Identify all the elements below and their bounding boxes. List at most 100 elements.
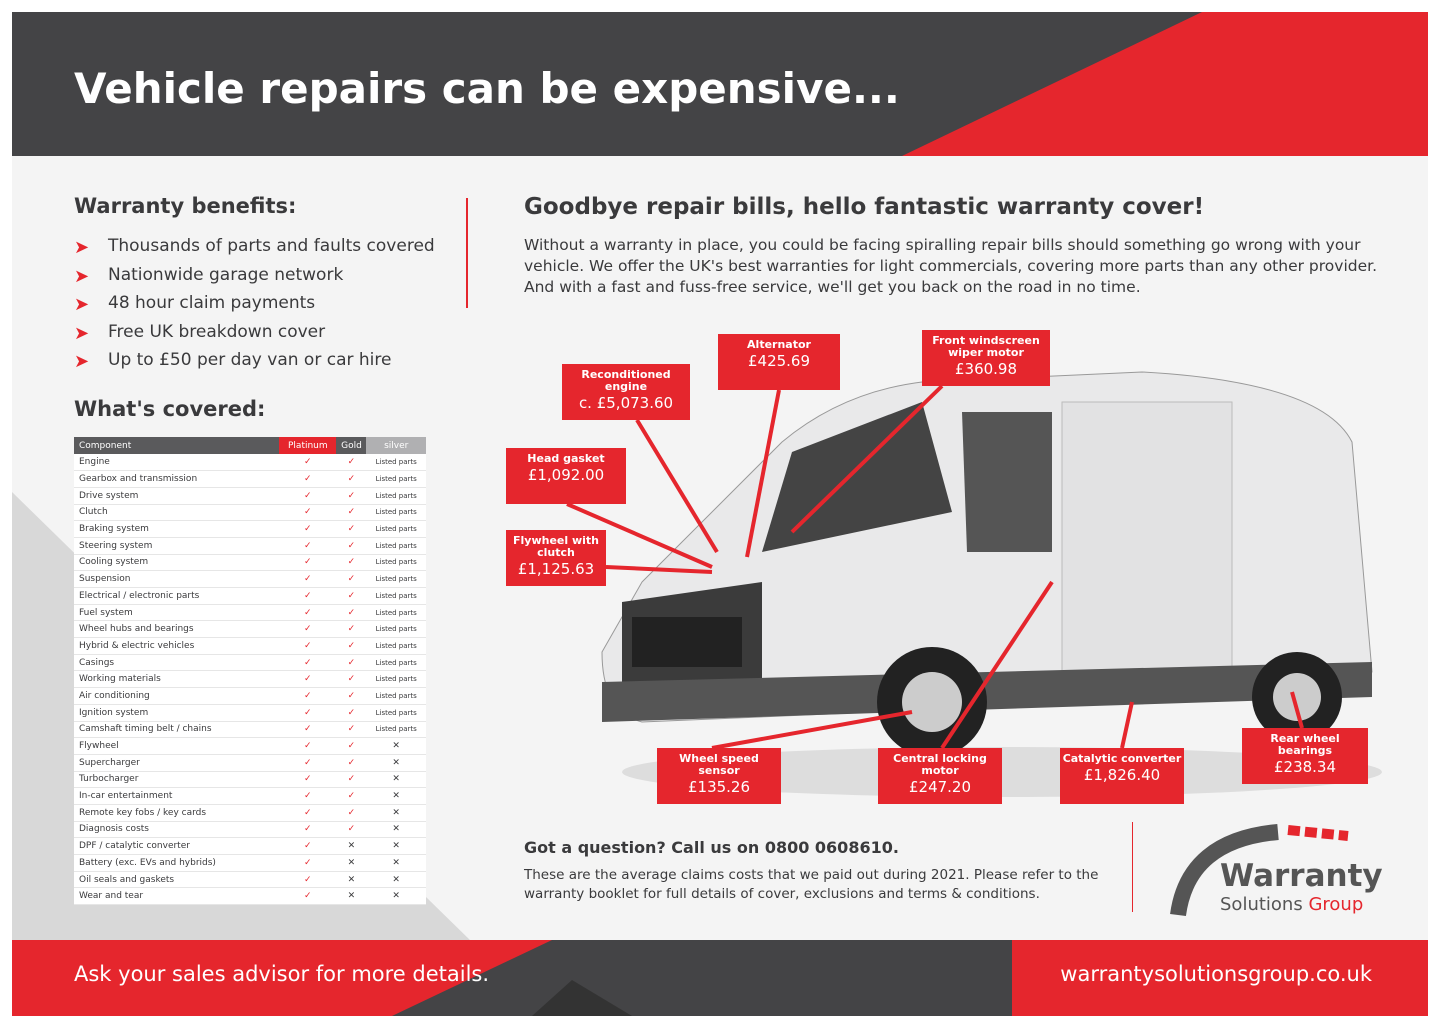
table-row: Camshaft timing belt / chains ✓ ✓ Listed pa… <box>74 721 426 739</box>
silver-cell: Listed parts <box>366 537 426 555</box>
component-cell: Ignition system <box>74 704 280 722</box>
table-row: Suspension ✓ ✓ Listed parts <box>74 570 426 588</box>
table-row: Electrical / electronic parts ✓ ✓ Listed pa… <box>74 587 426 605</box>
chevron-right-icon: ➤ <box>74 351 90 373</box>
benefits-heading: Warranty benefits: <box>74 194 297 218</box>
benefit-label: Thousands of parts and faults covered <box>108 236 435 257</box>
silver-cell: ✕ <box>366 837 426 855</box>
silver-cell: Listed parts <box>366 604 426 622</box>
gold-cell: ✓ <box>336 771 367 789</box>
silver-cell: ✕ <box>366 737 426 755</box>
platinum-cell: ✓ <box>279 854 337 872</box>
component-cell: Wear and tear <box>74 887 280 906</box>
component-cell: Wheel hubs and bearings <box>74 620 280 639</box>
table-row: Gearbox and transmission ✓ ✓ Listed parts <box>74 470 426 488</box>
benefit-item: ➤ Up to £50 per day van or car hire <box>74 346 435 375</box>
table-row: Engine ✓ ✓ Listed parts <box>74 454 426 472</box>
gold-cell: ✓ <box>336 470 367 488</box>
component-cell: Drive system <box>74 487 280 505</box>
gold-cell: ✕ <box>336 837 367 855</box>
gold-cell: ✓ <box>336 654 367 672</box>
callout-label: Central locking motor <box>893 752 987 777</box>
callout-price: £425.69 <box>747 352 811 370</box>
table-row: Air conditioning ✓ ✓ Listed parts <box>74 687 426 705</box>
table-row: Ignition system ✓ ✓ Listed parts <box>74 704 426 722</box>
header-band <box>12 12 1428 156</box>
component-cell: Suspension <box>74 570 280 588</box>
silver-cell: ✕ <box>366 804 426 822</box>
gold-cell: ✓ <box>336 487 367 505</box>
callout-price: £238.34 <box>1273 758 1337 776</box>
callout-price: £1,826.40 <box>1083 766 1161 784</box>
gold-cell: ✓ <box>336 821 367 839</box>
platinum-cell: ✓ <box>279 754 337 772</box>
component-cell: Braking system <box>74 520 280 538</box>
component-cell: Air conditioning <box>74 687 280 705</box>
component-cell: Working materials <box>74 670 280 689</box>
silver-cell: ✕ <box>366 821 426 839</box>
gold-cell: ✓ <box>336 537 367 555</box>
table-row: Supercharger ✓ ✓ ✕ <box>74 754 426 772</box>
covered-heading: What's covered: <box>74 397 266 421</box>
footer-cta: Ask your sales advisor for more details. <box>74 962 490 986</box>
repair-cost-callout: Wheel speed sensor £135.26 <box>657 748 781 804</box>
flyer: Vehicle repairs can be expensive... Warr… <box>12 12 1428 1016</box>
intro-text: Without a warranty in place, you could b… <box>524 236 1377 296</box>
gold-cell: ✓ <box>336 604 367 622</box>
table-row: Fuel system ✓ ✓ Listed parts <box>74 604 426 622</box>
callout-price: £360.98 <box>954 360 1018 378</box>
coverage-table: Component Platinum Gold silver Engine ✓ ✓ L… <box>74 437 426 906</box>
gold-cell: ✓ <box>336 620 367 639</box>
gold-cell: ✓ <box>336 704 367 722</box>
callout-label: Catalytic converter <box>1062 752 1182 765</box>
contact-question: Got a question? Call us on 0800 0608610. <box>524 838 899 857</box>
main-subtitle: Goodbye repair bills, hello fantastic wa… <box>524 194 1205 220</box>
chevron-right-icon: ➤ <box>74 265 90 287</box>
callout-label: Flywheel with clutch <box>513 534 599 559</box>
table-row: Braking system ✓ ✓ Listed parts <box>74 520 426 538</box>
col-gold: Gold <box>336 437 367 454</box>
silver-cell: Listed parts <box>366 470 426 488</box>
contact-note: These are the average claims costs that … <box>524 867 1099 902</box>
component-cell: DPF / catalytic converter <box>74 837 280 855</box>
platinum-cell: ✓ <box>279 687 337 705</box>
col-silver: silver <box>366 437 426 454</box>
silver-cell: Listed parts <box>366 587 426 605</box>
silver-cell: ✕ <box>366 871 426 889</box>
silver-cell: Listed parts <box>366 554 426 572</box>
gold-cell: ✓ <box>336 737 367 755</box>
table-row: Cooling system ✓ ✓ Listed parts <box>74 554 426 572</box>
divider <box>466 198 468 308</box>
silver-cell: Listed parts <box>366 670 426 689</box>
chevron-right-icon: ➤ <box>74 322 90 344</box>
platinum-cell: ✓ <box>279 620 337 639</box>
gold-cell: ✕ <box>336 887 367 906</box>
gold-cell: ✓ <box>336 787 367 805</box>
repair-cost-callout: Rear wheel bearings £238.34 <box>1242 728 1368 784</box>
gold-cell: ✓ <box>336 637 367 655</box>
component-cell: Engine <box>74 454 280 472</box>
callout-label: Front windscreen wiper motor <box>932 334 1040 359</box>
platinum-cell: ✓ <box>279 837 337 855</box>
gold-cell: ✓ <box>336 454 367 472</box>
website-link[interactable]: warrantysolutionsgroup.co.uk <box>1060 962 1372 986</box>
callout-lines <box>566 384 1304 750</box>
table-row: Working materials ✓ ✓ Listed parts <box>74 670 426 689</box>
gold-cell: ✓ <box>336 754 367 772</box>
silver-cell: Listed parts <box>366 704 426 722</box>
component-cell: Diagnosis costs <box>74 821 280 839</box>
component-cell: Electrical / electronic parts <box>74 587 280 605</box>
silver-cell: Listed parts <box>366 620 426 639</box>
table-row: Battery (exc. EVs and hybrids) ✓ ✕ ✕ <box>74 854 426 872</box>
callout-price: £1,092.00 <box>527 466 605 484</box>
component-cell: Fuel system <box>74 604 280 622</box>
table-row: In-car entertainment ✓ ✓ ✕ <box>74 787 426 805</box>
table-row: Diagnosis costs ✓ ✓ ✕ <box>74 821 426 839</box>
platinum-cell: ✓ <box>279 721 337 739</box>
table-row: Hybrid & electric vehicles ✓ ✓ Listed parts <box>74 637 426 655</box>
benefit-item: ➤ Nationwide garage network <box>74 261 435 290</box>
gold-cell: ✕ <box>336 871 367 889</box>
gold-cell: ✓ <box>336 587 367 605</box>
component-cell: In-car entertainment <box>74 787 280 805</box>
platinum-cell: ✓ <box>279 887 337 906</box>
